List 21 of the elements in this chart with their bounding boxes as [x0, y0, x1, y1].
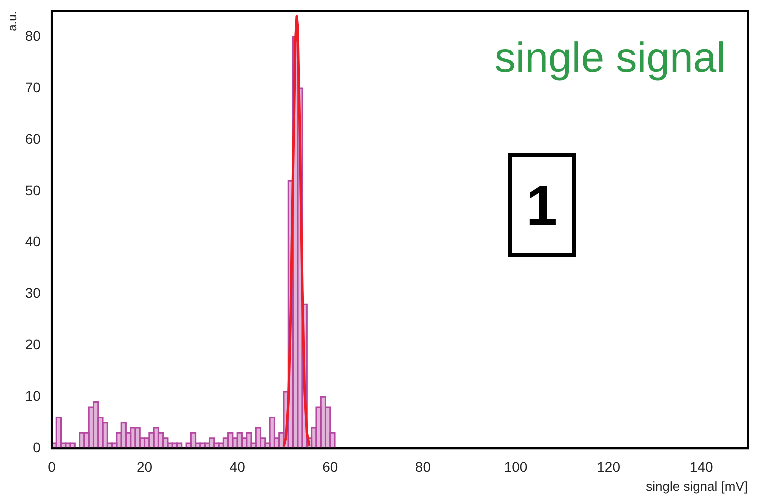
x-tick-label: 60	[322, 458, 338, 475]
y-tick-label: 20	[25, 336, 42, 353]
annotation: single signal	[494, 34, 726, 81]
x-tick-label: 0	[48, 458, 56, 475]
x-tick-label: 140	[690, 458, 714, 475]
x-axis-title: single signal [mV]	[646, 478, 748, 494]
y-tick-label: 60	[25, 130, 42, 147]
x-tick-label: 100	[504, 458, 528, 475]
x-tick-label: 120	[597, 458, 621, 475]
y-tick-label: 70	[25, 79, 42, 96]
y-tick-label: 30	[25, 285, 42, 302]
y-tick-label: 0	[33, 439, 42, 456]
y-tick-label: 10	[25, 388, 42, 404]
y-tick-label: 40	[25, 234, 42, 250]
x-tick-label: 40	[230, 458, 246, 475]
y-tick-label: 80	[25, 28, 42, 44]
x-tick-label: 20	[136, 458, 153, 475]
y-tick-label: 50	[25, 182, 42, 198]
y-axis-title: a.u.	[6, 11, 20, 32]
x-tick-label: 80	[415, 458, 432, 475]
annotation: 1	[526, 174, 558, 237]
